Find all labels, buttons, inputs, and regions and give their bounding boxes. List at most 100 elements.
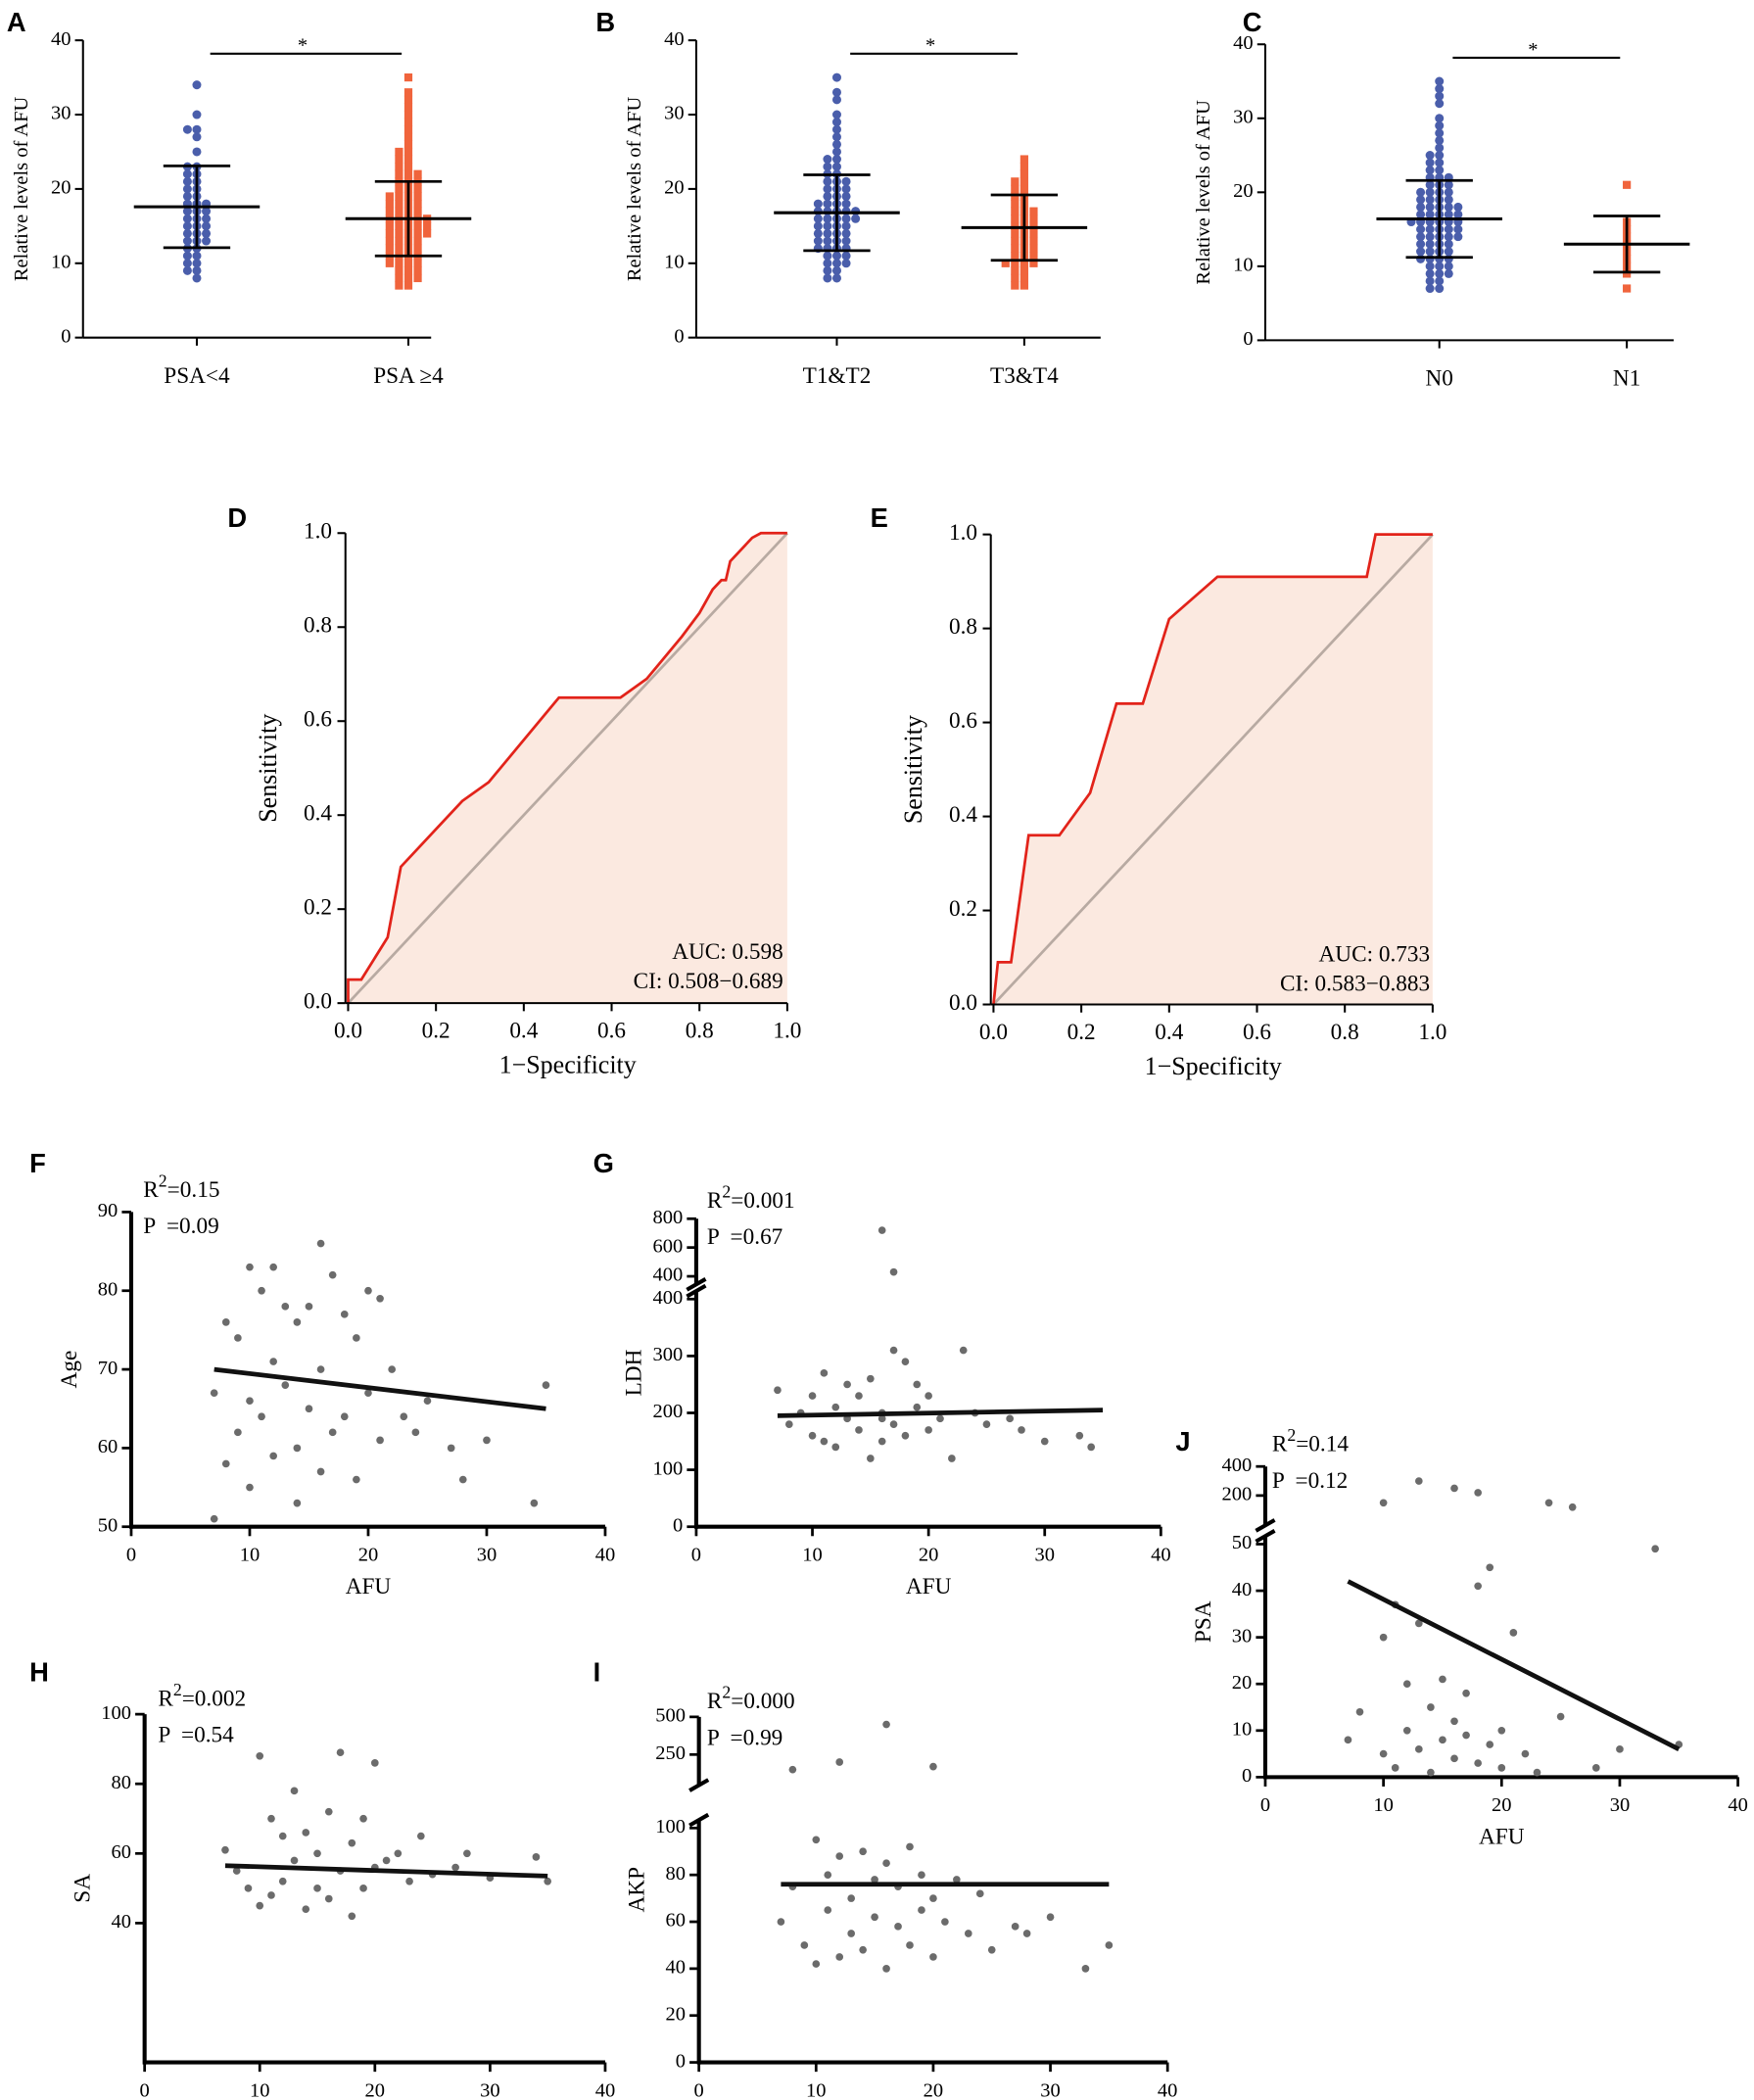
point <box>824 1906 832 1914</box>
point <box>1011 252 1019 261</box>
point <box>975 1889 984 1898</box>
point <box>813 236 823 246</box>
y-tick-label: 0.0 <box>949 990 977 1016</box>
point <box>987 1945 996 1954</box>
x-tick-label: 0 <box>694 2079 704 2100</box>
point <box>1355 1707 1364 1716</box>
point <box>1444 202 1453 212</box>
point <box>417 1832 425 1840</box>
point <box>403 118 413 126</box>
point <box>823 273 832 283</box>
point <box>324 1807 333 1816</box>
point <box>823 221 832 231</box>
point <box>413 229 422 238</box>
r-squared: R2=0.002 <box>158 1680 246 1712</box>
point <box>385 236 394 246</box>
point <box>835 1758 844 1766</box>
point <box>210 1514 218 1523</box>
x-axis-label: 1−Specificity <box>499 1051 637 1079</box>
point <box>403 273 413 283</box>
x-axis-label: AFU <box>346 1574 392 1599</box>
point <box>820 1369 829 1377</box>
point <box>395 229 403 238</box>
regression-line <box>224 1863 548 1879</box>
point <box>841 228 851 238</box>
point <box>403 147 413 157</box>
point <box>841 176 851 186</box>
point <box>1435 128 1445 138</box>
x-axis-label: 1−Specificity <box>1145 1052 1282 1080</box>
point <box>877 1414 886 1423</box>
y-tick-label: 60 <box>111 1841 131 1863</box>
point <box>1416 202 1426 212</box>
point <box>364 1286 372 1295</box>
point <box>1416 239 1426 249</box>
x-tick-label: 30 <box>1034 1544 1055 1565</box>
point <box>202 207 212 216</box>
y-tick-label: 40 <box>51 28 71 50</box>
panel-label: D <box>227 502 247 533</box>
point <box>413 169 422 178</box>
point <box>370 1759 379 1767</box>
point <box>532 1853 541 1861</box>
point <box>258 1412 265 1421</box>
point <box>841 199 851 209</box>
x-tick-label: 0 <box>140 2079 150 2100</box>
point <box>901 1431 910 1440</box>
category-label: PSA<4 <box>164 363 230 389</box>
point <box>929 1953 937 1961</box>
point <box>400 1412 408 1421</box>
annotation: AUC: 0.733 <box>1319 942 1431 968</box>
point <box>302 1905 310 1914</box>
point <box>913 1380 922 1389</box>
x-tick-label: 0.6 <box>1243 1020 1271 1045</box>
point <box>1011 236 1019 246</box>
y-tick-label: 0.2 <box>949 896 977 922</box>
regression-line <box>1347 1579 1681 1751</box>
diagonal <box>992 533 1434 1006</box>
point <box>336 1748 345 1757</box>
y-tick-label: 20 <box>664 177 685 199</box>
x-tick-label: 1.0 <box>1418 1020 1446 1045</box>
point <box>823 259 832 268</box>
point <box>812 1836 821 1844</box>
y-axis-label: LDH <box>622 1349 647 1396</box>
point <box>835 1852 844 1860</box>
point <box>1011 215 1019 223</box>
point <box>182 184 192 194</box>
point <box>423 1397 432 1406</box>
point <box>267 1891 275 1899</box>
point <box>1011 184 1019 194</box>
point <box>1435 262 1445 271</box>
y-tick-label: 20 <box>1233 180 1254 202</box>
point <box>1435 158 1445 167</box>
point <box>403 72 413 82</box>
point <box>1425 210 1435 219</box>
r-symbol: R <box>158 1687 173 1712</box>
point <box>202 228 212 238</box>
point <box>413 192 422 201</box>
point <box>1011 229 1019 238</box>
panel-label: I <box>593 1656 601 1687</box>
point <box>353 1475 360 1484</box>
point <box>929 1894 937 1902</box>
point <box>1651 1545 1659 1553</box>
panel-label: G <box>593 1148 614 1178</box>
axis-break <box>1255 1518 1276 1533</box>
y-tick-label: 400 <box>1222 1455 1253 1476</box>
point <box>413 244 422 253</box>
y-tick-label: 100 <box>653 1457 684 1479</box>
point <box>813 228 823 238</box>
point <box>1462 1731 1470 1740</box>
point <box>395 236 403 246</box>
point <box>246 1397 254 1406</box>
point <box>877 1437 886 1446</box>
point <box>221 1459 230 1468</box>
y-axis-label: Relative levels of AFU <box>1193 100 1214 285</box>
point <box>316 1365 325 1373</box>
point <box>851 214 861 223</box>
r-squared: R2=0.14 <box>1272 1425 1350 1457</box>
point <box>385 199 394 209</box>
x-tick-label: 0 <box>691 1544 701 1565</box>
r-symbol: R <box>1272 1432 1288 1457</box>
